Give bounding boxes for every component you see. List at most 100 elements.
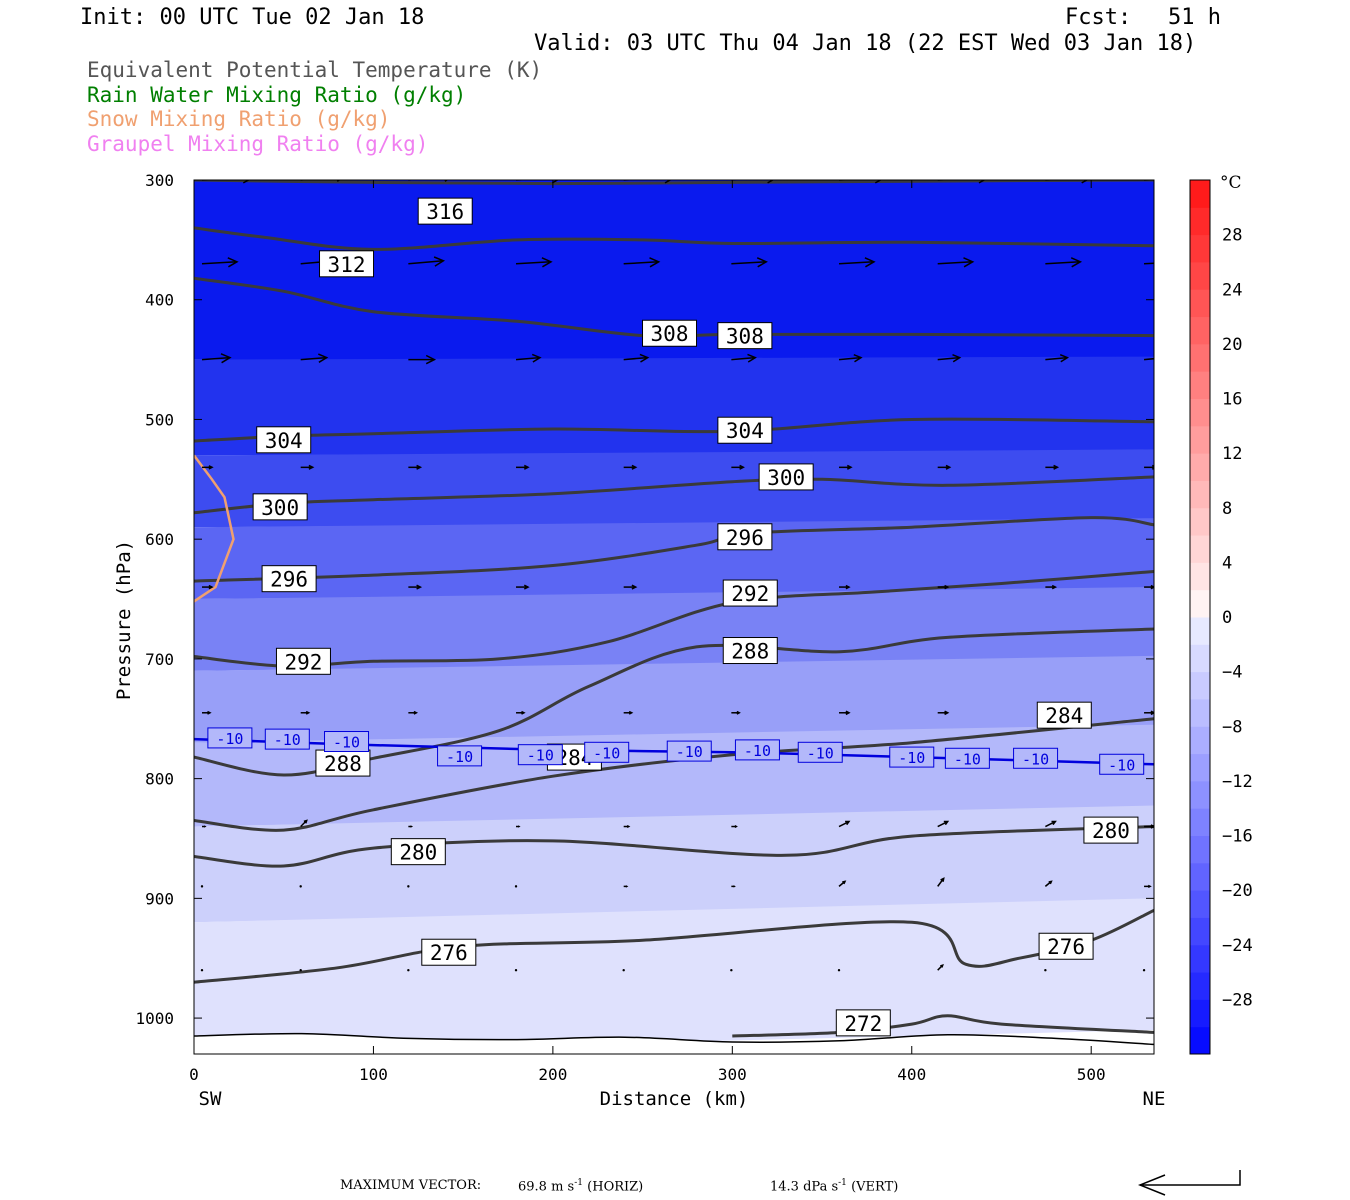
contour-label-300: 300 xyxy=(758,463,814,491)
colorbar-segment xyxy=(1190,780,1210,809)
colorbar-segment xyxy=(1190,698,1210,727)
theta-e-contour-284 xyxy=(194,717,1154,832)
wind-vector xyxy=(838,257,876,268)
wind-vector xyxy=(731,257,768,268)
wind-vector xyxy=(623,584,638,590)
wind-vector xyxy=(730,968,733,972)
wind-vector xyxy=(407,968,410,972)
wind-vector xyxy=(1045,180,1089,184)
colorbar-segment xyxy=(1190,589,1210,618)
wind-vector xyxy=(1045,101,1095,110)
svg-text:280: 280 xyxy=(1092,819,1130,843)
contour-label-276: 276 xyxy=(1038,932,1094,960)
colorbar-tick-label: 0 xyxy=(1222,608,1232,628)
wind-vector xyxy=(1142,968,1146,972)
wind-vector xyxy=(839,710,851,716)
legend-snow: Snow Mixing Ratio (g/kg) xyxy=(87,107,391,131)
y-axis-label: Pressure (hPa) xyxy=(113,540,135,700)
wind-vector xyxy=(408,102,453,111)
wind-vector xyxy=(202,180,250,184)
snow-contours xyxy=(194,454,235,603)
isotherm-label: -10 xyxy=(1099,753,1145,775)
contour-label-304: 304 xyxy=(256,426,312,454)
colorbar-tick-label: −8 xyxy=(1222,717,1242,737)
wind-vector xyxy=(937,877,945,887)
temp-band--12 xyxy=(194,655,1154,743)
svg-text:-10: -10 xyxy=(898,749,925,767)
colorbar-tick-label: 16 xyxy=(1222,390,1242,410)
theta-e-contour-300 xyxy=(194,475,1154,515)
x-tick-label: 300 xyxy=(718,1065,747,1084)
wind-vector xyxy=(623,464,638,470)
isotherm-label: -10 xyxy=(324,731,370,753)
wind-vector xyxy=(731,180,775,184)
wind-vector xyxy=(937,257,975,268)
colorbar-segment xyxy=(1190,316,1210,345)
y-tick-label: 600 xyxy=(145,530,174,549)
colorbar-tick-label: 8 xyxy=(1222,499,1232,519)
colorbar-tick-label: 4 xyxy=(1222,553,1232,573)
svg-text:-10: -10 xyxy=(807,744,834,762)
wind-vector xyxy=(516,180,559,184)
wind-vector xyxy=(408,710,419,715)
colorbar-segment xyxy=(1190,261,1210,290)
wind-vector xyxy=(202,102,257,111)
contour-label-316: 316 xyxy=(417,197,473,225)
reference-vector-icon xyxy=(1137,1170,1241,1196)
wind-vector xyxy=(1144,710,1154,716)
wind-vector xyxy=(623,180,672,184)
wind-vector xyxy=(1144,584,1154,590)
colorbar-tick-label: 24 xyxy=(1222,280,1242,300)
wind-vector xyxy=(299,968,302,972)
y-tick-label: 900 xyxy=(145,889,174,908)
wind-vector xyxy=(1144,101,1189,110)
svg-text:288: 288 xyxy=(324,752,362,776)
contour-label-292: 292 xyxy=(722,579,778,607)
theta-e-contour-312 xyxy=(194,226,1154,251)
isotherm-label: -10 xyxy=(666,740,712,762)
svg-text:-10: -10 xyxy=(274,731,301,749)
wind-vector xyxy=(731,825,738,828)
svg-text:276: 276 xyxy=(1047,935,1085,959)
temp-band--20 xyxy=(194,518,1154,600)
wind-vector xyxy=(408,464,423,470)
wind-vector xyxy=(1144,262,1154,265)
wind-vector xyxy=(623,257,661,268)
wind-vector xyxy=(516,584,530,590)
max-vector-horiz: 69.8 m s-1 (HORIZ) xyxy=(518,1178,644,1195)
svg-text:296: 296 xyxy=(270,568,308,592)
colorbar-segment xyxy=(1190,671,1210,700)
wind-vector xyxy=(623,710,634,715)
temp-band-0 xyxy=(194,898,1154,1054)
isotherm-label: -10 xyxy=(734,739,780,761)
wind-vector xyxy=(201,257,239,268)
wind-vector xyxy=(731,353,757,363)
colorbar-unit: °C xyxy=(1220,173,1242,193)
colorbar-segment xyxy=(1190,453,1210,481)
svg-text:272: 272 xyxy=(844,1012,882,1036)
y-tick-label: 1000 xyxy=(135,1009,174,1028)
wind-vector xyxy=(1044,880,1053,887)
colorbar-tick-label: −20 xyxy=(1222,881,1253,901)
wind-vector xyxy=(301,102,351,111)
legend-rain: Rain Water Mixing Ratio (g/kg) xyxy=(87,83,467,107)
colorbar-segment xyxy=(1190,562,1210,591)
colorbar-tick-label: 28 xyxy=(1222,226,1242,246)
wind-vector xyxy=(408,256,446,267)
svg-text:284: 284 xyxy=(1045,704,1083,728)
svg-text:-10: -10 xyxy=(216,730,243,748)
wind-vector xyxy=(300,710,311,715)
wind-vector xyxy=(515,353,542,363)
colorbar-segment xyxy=(1190,343,1210,372)
svg-text:-10: -10 xyxy=(593,744,620,762)
x-tick-label: 100 xyxy=(359,1065,388,1084)
svg-text:276: 276 xyxy=(430,941,468,965)
x-end-label-left: SW xyxy=(199,1088,222,1110)
x-end-label-right: NE xyxy=(1143,1088,1166,1110)
svg-text:280: 280 xyxy=(399,841,437,865)
colorbar-tick-label: −28 xyxy=(1222,990,1253,1010)
colorbar: 28 24 20 16 12 8 4 0 −4 −8 −12 −16 −20 −24 −28 °C xyxy=(1189,173,1253,1055)
legend-graupel: Graupel Mixing Ratio (g/kg) xyxy=(87,132,429,156)
wind-vector xyxy=(514,968,518,972)
